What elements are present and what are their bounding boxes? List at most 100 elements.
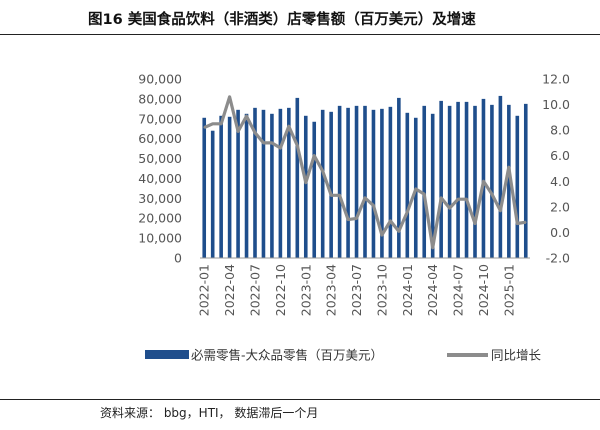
growth-point-2023-08 bbox=[364, 197, 366, 199]
title-rule bbox=[0, 34, 600, 35]
bar-2023-07 bbox=[354, 105, 359, 258]
growth-point-2023-02 bbox=[313, 154, 316, 157]
bar-2022-04 bbox=[227, 116, 232, 259]
growth-point-2022-09 bbox=[271, 142, 273, 144]
growth-point-2025-03 bbox=[524, 221, 527, 223]
x-tick-labels: 2022-01 2022-04 2022-07 2022-10 2023-01 2023-… bbox=[197, 264, 517, 316]
x-tick: 2023-04 bbox=[324, 264, 339, 316]
combo-chart: 0 10,000 20,000 30,000 40,000 50,000 60,000 70,… bbox=[138, 72, 570, 363]
bar-2024-09 bbox=[473, 105, 477, 258]
bar-series bbox=[202, 95, 528, 259]
growth-point-2024-04 bbox=[431, 246, 434, 249]
x-tick: 2023-07 bbox=[349, 264, 364, 316]
growth-point-2023-07 bbox=[355, 217, 358, 220]
y-right-tick: 12.0 bbox=[542, 72, 570, 87]
bar-2023-02 bbox=[312, 121, 317, 258]
growth-point-2023-09 bbox=[372, 204, 375, 207]
y-left-tick: 60,000 bbox=[138, 131, 182, 146]
bar-2022-02 bbox=[210, 130, 215, 258]
growth-point-2023-12 bbox=[398, 230, 400, 232]
bar-2024-03 bbox=[422, 105, 427, 258]
x-tick: 2022-10 bbox=[273, 264, 288, 316]
bar-2022-03 bbox=[219, 115, 223, 259]
bar-2023-10 bbox=[380, 108, 384, 258]
y-left-tick: 50,000 bbox=[138, 151, 182, 166]
bar-2025-01 bbox=[507, 104, 511, 258]
growth-point-2022-07 bbox=[254, 131, 256, 134]
y-right-tick: 0.0 bbox=[550, 225, 570, 240]
bar-2022-01 bbox=[202, 117, 207, 259]
bar-2023-09 bbox=[371, 109, 376, 258]
growth-point-2023-10 bbox=[381, 234, 383, 236]
growth-point-2022-04 bbox=[228, 96, 231, 98]
y-right-tick: 2.0 bbox=[550, 199, 570, 214]
bar-2023-01 bbox=[303, 115, 308, 259]
y-left-tick: 0 bbox=[174, 251, 182, 266]
growth-point-2024-03 bbox=[423, 193, 426, 195]
y-left-tick-labels: 0 10,000 20,000 30,000 40,000 50,000 60,000 70,… bbox=[138, 72, 182, 266]
growth-point-2024-01 bbox=[406, 211, 409, 213]
bar-2022-11 bbox=[287, 107, 291, 258]
x-tick: 2022-07 bbox=[248, 264, 263, 316]
y-right-tick: 4.0 bbox=[550, 174, 570, 189]
legend-line-label: 同比增长 bbox=[491, 348, 542, 363]
bar-2022-09 bbox=[270, 113, 274, 258]
growth-point-2022-01 bbox=[203, 126, 206, 129]
bar-2025-02 bbox=[515, 115, 520, 259]
growth-point-2024-12 bbox=[499, 209, 502, 212]
bar-2024-08 bbox=[464, 101, 469, 258]
y-right-tick: -2.0 bbox=[546, 251, 570, 266]
y-right-tick: 6.0 bbox=[550, 148, 570, 163]
bar-2023-04 bbox=[329, 111, 333, 258]
bar-2024-12 bbox=[498, 95, 503, 259]
bar-2023-08 bbox=[363, 105, 367, 258]
x-tick: 2023-10 bbox=[374, 264, 389, 316]
growth-point-2022-08 bbox=[262, 142, 265, 144]
legend-bar-label: 必需零售-大众品零售（百万美元） bbox=[191, 348, 383, 363]
growth-point-2023-11 bbox=[389, 220, 392, 222]
y-right-tick: 8.0 bbox=[550, 123, 570, 138]
bar-2022-06 bbox=[244, 113, 249, 258]
growth-point-2024-07 bbox=[457, 198, 459, 200]
y-left-tick: 40,000 bbox=[138, 171, 182, 186]
growth-point-2022-10 bbox=[279, 147, 282, 149]
growth-point-2022-05 bbox=[237, 130, 239, 133]
x-tick: 2023-01 bbox=[298, 264, 313, 316]
bar-2022-05 bbox=[236, 109, 240, 258]
growth-point-2024-09 bbox=[474, 222, 476, 225]
y-left-tick: 20,000 bbox=[138, 211, 182, 226]
growth-point-2023-01 bbox=[304, 181, 307, 184]
y-left-tick: 80,000 bbox=[138, 91, 182, 106]
growth-point-2024-05 bbox=[440, 197, 442, 199]
growth-point-2025-02 bbox=[516, 222, 519, 225]
bar-2024-06 bbox=[447, 105, 452, 258]
y-left-tick: 90,000 bbox=[138, 72, 182, 87]
x-tick: 2025-01 bbox=[501, 264, 516, 316]
bar-2023-03 bbox=[320, 109, 325, 258]
growth-point-2023-05 bbox=[338, 194, 341, 197]
y-right-tick: 10.0 bbox=[542, 97, 570, 112]
source-note: 资料来源： bbg，HTI， 数据滞后一个月 bbox=[100, 406, 319, 420]
growth-point-2022-12 bbox=[296, 144, 299, 147]
line-series bbox=[203, 95, 527, 250]
x-tick: 2024-10 bbox=[476, 264, 491, 316]
x-tick: 2022-01 bbox=[197, 264, 212, 316]
growth-point-2025-01 bbox=[508, 166, 510, 169]
growth-point-2022-03 bbox=[220, 122, 222, 125]
bar-2023-11 bbox=[388, 106, 393, 258]
growth-point-2023-03 bbox=[321, 170, 324, 172]
y-right-tick-labels: -2.0 0.0 2.0 4.0 6.0 8.0 10.0 12.0 bbox=[542, 72, 570, 266]
y-left-tick: 30,000 bbox=[138, 191, 182, 206]
bar-2023-12 bbox=[397, 97, 401, 259]
x-tick: 2024-01 bbox=[400, 264, 415, 316]
bar-2024-01 bbox=[405, 112, 410, 258]
bar-2023-05 bbox=[337, 105, 342, 258]
bar-2022-12 bbox=[295, 97, 300, 259]
growth-point-2022-06 bbox=[245, 115, 248, 117]
growth-point-2024-08 bbox=[465, 198, 468, 200]
x-tick: 2022-04 bbox=[222, 264, 237, 316]
legend-bar-swatch bbox=[145, 350, 189, 359]
bar-2024-04 bbox=[430, 113, 435, 258]
x-tick: 2024-07 bbox=[451, 264, 466, 316]
chart-title: 图16 美国食品饮料（非酒类）店零售额（百万美元）及增速 bbox=[88, 12, 476, 28]
